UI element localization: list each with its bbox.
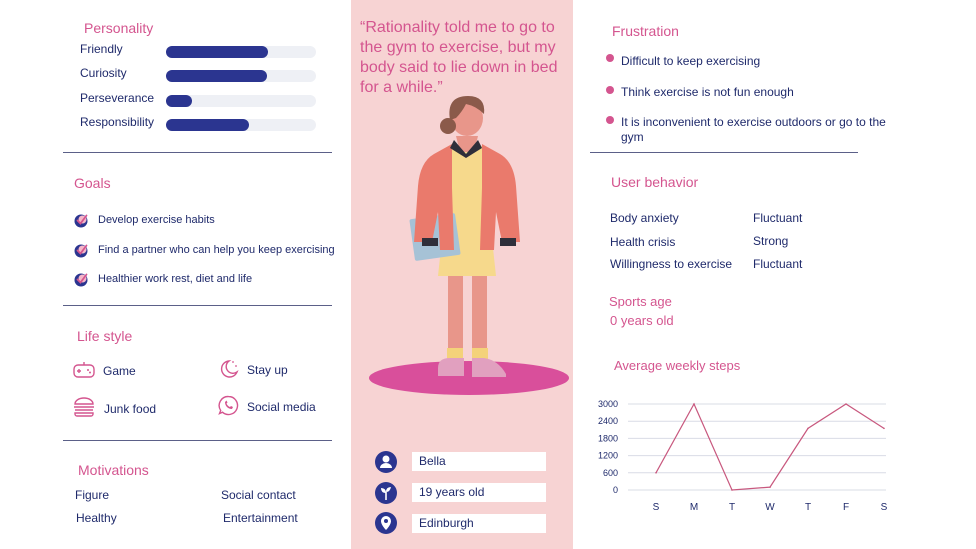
y-tick-label: 1800	[598, 433, 618, 443]
data-point	[807, 427, 809, 430]
goal-item: Find a partner who can help you keep exe…	[98, 244, 335, 256]
check-icon	[74, 244, 88, 258]
trait-label: Perseverance	[80, 91, 155, 105]
series-line	[655, 402, 885, 491]
divider	[63, 152, 332, 153]
trait-bar-fill	[166, 46, 268, 58]
profile-location: Edinburgh	[412, 514, 546, 533]
trait-bar	[166, 46, 316, 58]
lifestyle-title: Life style	[77, 328, 133, 344]
divider	[590, 152, 858, 153]
data-point	[769, 486, 771, 488]
data-point	[845, 403, 847, 405]
check-icon	[74, 214, 88, 228]
trait-label: Responsibility	[80, 115, 155, 129]
sports-age-value: 0 years old	[610, 313, 674, 328]
behavior-value: Strong	[753, 234, 789, 248]
x-tick-label: M	[690, 502, 698, 513]
frustration-item: Think exercise is not fun enough	[621, 85, 794, 99]
bullet	[606, 86, 614, 94]
bullet	[606, 116, 614, 124]
gamepad-icon	[73, 362, 95, 378]
behavior-value: Fluctuant	[753, 211, 803, 225]
personality-title: Personality	[84, 20, 154, 36]
divider	[63, 305, 332, 306]
x-tick-label: S	[653, 502, 660, 513]
persona-illustration	[369, 96, 569, 395]
behavior-label: Body anxiety	[610, 211, 679, 225]
sports-age-title: Sports age	[609, 294, 672, 309]
y-tick-label: 3000	[598, 399, 618, 409]
location-pin-icon	[375, 512, 397, 534]
trait-bar-fill	[166, 95, 192, 107]
bullet	[606, 54, 614, 62]
trait-label: Curiosity	[80, 66, 127, 80]
trait-label: Friendly	[80, 42, 123, 56]
chart-title: Average weekly steps	[614, 358, 741, 373]
data-point	[731, 489, 733, 491]
lifestyle-game: Game	[103, 364, 136, 378]
y-tick-label: 600	[603, 468, 618, 478]
trait-bar	[166, 95, 316, 107]
behavior-label: Willingness to exercise	[610, 257, 733, 271]
behavior-label: Health crisis	[610, 235, 676, 249]
x-tick-label: T	[729, 502, 735, 513]
weekly-steps-chart: 0 600 1200 1800 2400 3000 S M T W T F S	[598, 399, 888, 513]
frustration-item: It is inconvenient to exercise outdoors …	[621, 115, 886, 144]
motivation-item: Entertainment	[223, 511, 298, 525]
data-point	[693, 403, 695, 405]
trait-bar-fill	[166, 119, 249, 131]
check-icon	[74, 273, 88, 287]
goal-item: Healthier work rest, diet and life	[98, 273, 253, 285]
motivation-item: Healthy	[76, 511, 117, 525]
lifestyle-social-media: Social media	[247, 400, 316, 414]
goals-title: Goals	[74, 175, 111, 191]
y-tick-label: 1200	[598, 451, 618, 461]
data-point	[655, 472, 657, 474]
trait-bar	[166, 119, 316, 131]
burger-icon	[74, 397, 94, 417]
sprout-icon	[375, 482, 397, 504]
profile-age: 19 years old	[412, 483, 546, 502]
profile-name: Bella	[412, 452, 546, 471]
x-tick-label: T	[805, 502, 811, 513]
x-tick-label: S	[881, 502, 888, 513]
y-tick-label: 0	[613, 485, 618, 495]
x-tick-label: W	[765, 502, 775, 513]
y-tick-label: 2400	[598, 416, 618, 426]
frustration-title: Frustration	[612, 23, 679, 39]
trait-bar-fill	[166, 70, 267, 82]
user-icon	[375, 451, 397, 473]
lifestyle-stay-up: Stay up	[247, 363, 288, 377]
motivation-item: Figure	[75, 488, 110, 502]
trait-bar	[166, 70, 316, 82]
motivation-item: Social contact	[221, 488, 296, 502]
chat-icon	[218, 395, 239, 416]
x-tick-label: F	[843, 502, 849, 513]
persona-quote: “Rationality told me to go to the gym to…	[360, 19, 558, 96]
frustration-item: Difficult to keep exercising	[621, 54, 761, 68]
goal-item: Develop exercise habits	[98, 214, 215, 226]
motivations-title: Motivations	[78, 462, 149, 478]
lifestyle-junk-food: Junk food	[104, 402, 157, 416]
data-point	[883, 427, 885, 430]
moon-icon	[220, 360, 239, 378]
user-behavior-title: User behavior	[611, 174, 699, 190]
behavior-value: Fluctuant	[753, 257, 803, 271]
divider	[63, 440, 332, 441]
